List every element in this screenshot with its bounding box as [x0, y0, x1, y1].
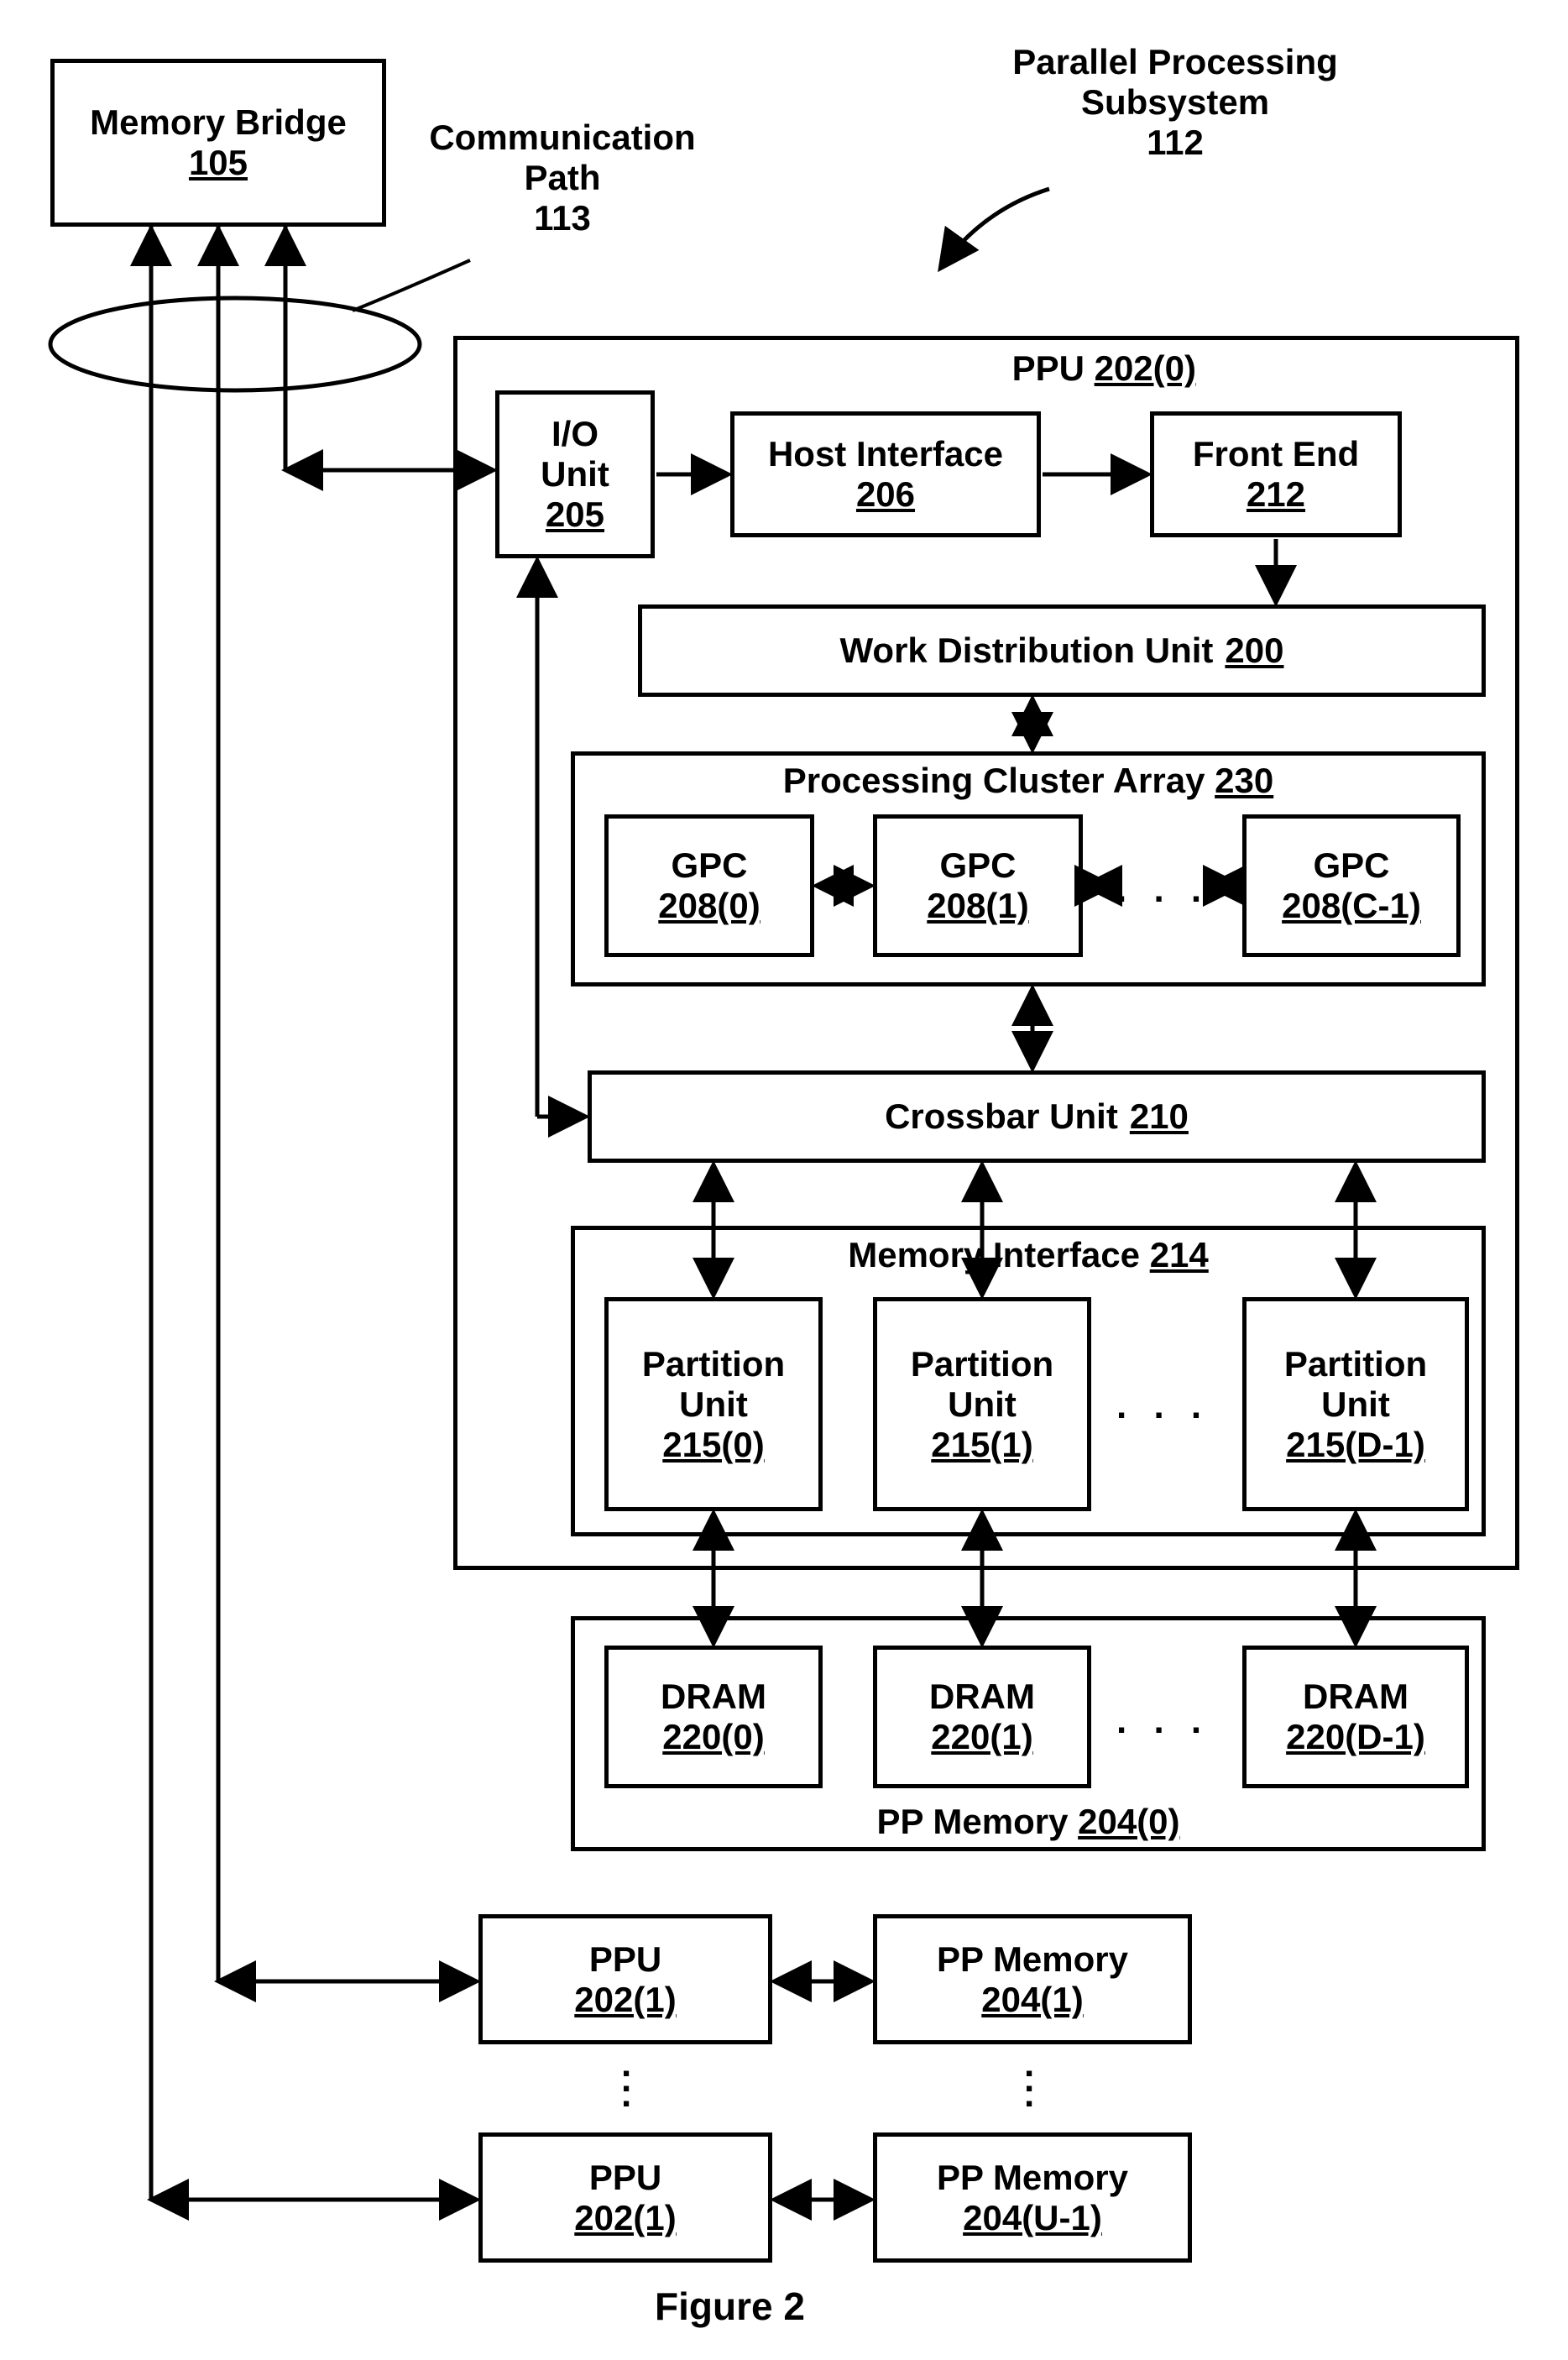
front-end-title: Front End [1193, 434, 1359, 474]
gpc0-box: GPC 208(0) [604, 814, 814, 957]
ppu2-box: PPU 202(1) [478, 2132, 772, 2263]
comm-path-title: Communication [429, 118, 695, 157]
ppmem1-ref: 204(1) [981, 1980, 1083, 2020]
dram2-ref: 220(D-1) [1286, 1717, 1425, 1757]
crossbar-box: Crossbar Unit 210 [588, 1070, 1486, 1163]
ppmem2-box: PP Memory 204(U-1) [873, 2132, 1192, 2263]
ppmem-vdots: ... [1024, 2057, 1034, 2102]
subsystem-sub: Subsystem [1081, 82, 1269, 122]
work-dist-ref: 200 [1225, 631, 1283, 671]
ppmem1-box: PP Memory 204(1) [873, 1914, 1192, 2044]
dram0-title: DRAM [661, 1677, 766, 1717]
ppmem1-title: PP Memory [937, 1939, 1128, 1980]
front-end-ref: 212 [1247, 474, 1305, 515]
subsystem-ref: 112 [1147, 123, 1204, 162]
dram2-box: DRAM 220(D-1) [1242, 1646, 1469, 1788]
memory-bridge-title: Memory Bridge [90, 102, 347, 143]
part1-title: Partition [911, 1344, 1053, 1384]
dram0-box: DRAM 220(0) [604, 1646, 823, 1788]
figure-label: Figure 2 [655, 2284, 805, 2329]
ppu0-ref: 202(0) [1095, 348, 1196, 388]
ppu-vdots: ... [621, 2057, 631, 2102]
ppu2-ref: 202(1) [574, 2198, 676, 2238]
front-end-box: Front End 212 [1150, 411, 1402, 537]
memory-bridge-box: Memory Bridge 105 [50, 59, 386, 227]
comm-path-ref: 113 [534, 198, 591, 238]
dram1-ref: 220(1) [931, 1717, 1032, 1757]
ppmem0-ref: 204(0) [1078, 1802, 1179, 1841]
mem-iface-title: Memory Interface [848, 1235, 1140, 1274]
ppu1-box: PPU 202(1) [478, 1914, 772, 2044]
io-unit-box: I/O Unit 205 [495, 390, 655, 558]
ppu1-ref: 202(1) [574, 1980, 676, 2020]
comm-path-sub: Path [524, 158, 600, 197]
part2-sub: Unit [1321, 1384, 1390, 1425]
part0-title: Partition [642, 1344, 785, 1384]
dram0-ref: 220(0) [662, 1717, 764, 1757]
gpc2-title: GPC [1313, 845, 1389, 886]
work-dist-title: Work Distribution Unit [840, 631, 1214, 671]
gpc1-ref: 208(1) [927, 886, 1028, 926]
part2-title: Partition [1284, 1344, 1427, 1384]
host-iface-box: Host Interface 206 [730, 411, 1041, 537]
pca-ref: 230 [1215, 761, 1273, 800]
part1-ref: 215(1) [931, 1425, 1032, 1465]
memory-bridge-ref: 105 [189, 143, 248, 183]
gpc1-title: GPC [939, 845, 1016, 886]
part0-box: Partition Unit 215(0) [604, 1297, 823, 1511]
ppmem0-title: PP Memory [876, 1802, 1068, 1841]
ppmem2-title: PP Memory [937, 2158, 1128, 2198]
ppu1-title: PPU [589, 1939, 661, 1980]
crossbar-title: Crossbar Unit [885, 1096, 1118, 1137]
part-dots: . . . [1116, 1385, 1210, 1427]
part1-box: Partition Unit 215(1) [873, 1297, 1091, 1511]
ppu2-title: PPU [589, 2158, 661, 2198]
gpc1-box: GPC 208(1) [873, 814, 1083, 957]
dram1-title: DRAM [929, 1677, 1035, 1717]
gpc2-box: GPC 208(C-1) [1242, 814, 1461, 957]
part1-sub: Unit [948, 1384, 1017, 1425]
gpc-dots: . . . [1116, 869, 1210, 911]
crossbar-ref: 210 [1130, 1096, 1189, 1137]
gpc0-title: GPC [671, 845, 747, 886]
subsystem-label: Parallel Processing Subsystem 112 [965, 42, 1385, 163]
dram2-title: DRAM [1303, 1677, 1409, 1717]
part0-ref: 215(0) [662, 1425, 764, 1465]
pca-title: Processing Cluster Array [783, 761, 1205, 800]
dram-dots: . . . [1116, 1700, 1210, 1742]
dram1-box: DRAM 220(1) [873, 1646, 1091, 1788]
host-iface-title: Host Interface [768, 434, 1003, 474]
work-dist-box: Work Distribution Unit 200 [638, 604, 1486, 697]
part2-ref: 215(D-1) [1286, 1425, 1425, 1465]
host-iface-ref: 206 [856, 474, 915, 515]
comm-path-label: Communication Path 113 [411, 118, 713, 238]
mem-iface-ref: 214 [1150, 1235, 1209, 1274]
part0-sub: Unit [679, 1384, 748, 1425]
ppu0-title: PPU [1012, 348, 1085, 388]
part2-box: Partition Unit 215(D-1) [1242, 1297, 1469, 1511]
io-unit-sub: Unit [541, 454, 609, 495]
io-unit-ref: 205 [546, 495, 604, 535]
subsystem-title: Parallel Processing [1012, 42, 1338, 81]
gpc2-ref: 208(C-1) [1282, 886, 1421, 926]
io-unit-title: I/O [551, 414, 598, 454]
gpc0-ref: 208(0) [658, 886, 760, 926]
ppmem2-ref: 204(U-1) [963, 2198, 1102, 2238]
